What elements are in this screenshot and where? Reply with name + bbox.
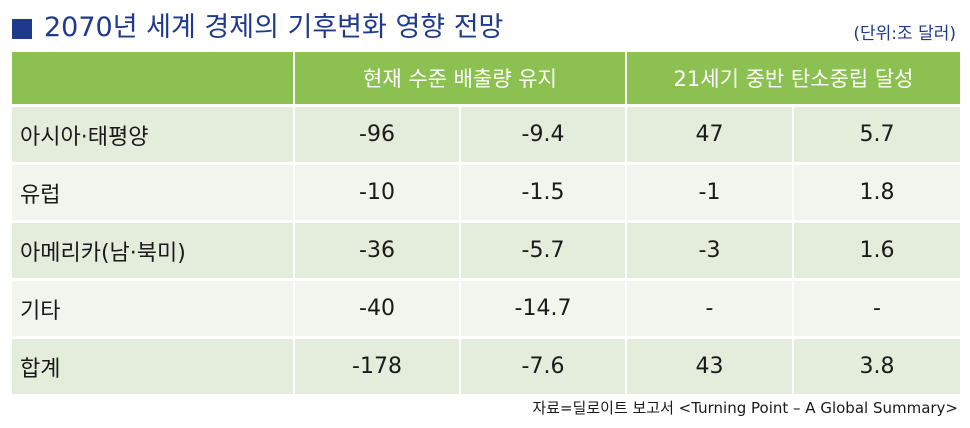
- row-label: 아시아·태평양: [12, 105, 295, 165]
- table-cell: -178: [294, 337, 461, 397]
- table-cell: 1.8: [793, 163, 961, 223]
- table-cell: -5.7: [460, 221, 627, 281]
- row-label: 아메리카(남·북미): [12, 221, 295, 281]
- header-carbon-neutral: 21세기 중반 탄소중립 달성: [626, 52, 961, 107]
- table-row: 기타 -40 -14.7 - -: [12, 279, 961, 339]
- page-title: 2070년 세계 경제의 기후변화 영향 전망: [44, 12, 504, 43]
- table-cell: -: [793, 279, 961, 339]
- table-row: 아시아·태평양 -96 -9.4 47 5.7: [12, 105, 961, 165]
- row-label: 기타: [12, 279, 295, 339]
- table-cell: 1.6: [793, 221, 961, 281]
- table-row: 아메리카(남·북미) -36 -5.7 -3 1.6: [12, 221, 961, 281]
- table-cell: -1.5: [460, 163, 627, 223]
- title-row: 2070년 세계 경제의 기후변화 영향 전망 (단위:조 달러): [10, 8, 960, 48]
- table-cell: -36: [294, 221, 461, 281]
- table-cell: -14.7: [460, 279, 627, 339]
- table-cell: 43: [626, 337, 794, 397]
- row-label: 유럽: [12, 163, 295, 223]
- unit-label: (단위:조 달러): [853, 24, 956, 44]
- table-cell: -9.4: [460, 105, 627, 165]
- table-cell: -96: [294, 105, 461, 165]
- table-row: 유럽 -10 -1.5 -1 1.8: [12, 163, 961, 223]
- header-current-emissions: 현재 수준 배출량 유지: [294, 52, 627, 107]
- table-cell: -7.6: [460, 337, 627, 397]
- source-caption: 자료=딜로이트 보고서 <Turning Point – A Global Su…: [532, 399, 958, 417]
- table-cell: -3: [626, 221, 794, 281]
- table-cell: 5.7: [793, 105, 961, 165]
- climate-impact-table: 현재 수준 배출량 유지 21세기 중반 탄소중립 달성 아시아·태평양 -96…: [12, 52, 961, 397]
- table-cell: 47: [626, 105, 794, 165]
- table-cell: -40: [294, 279, 461, 339]
- table-cell: 3.8: [793, 337, 961, 397]
- table-header-row: 현재 수준 배출량 유지 21세기 중반 탄소중립 달성: [12, 52, 961, 107]
- table-row: 합계 -178 -7.6 43 3.8: [12, 337, 961, 397]
- title-marker-square: [12, 19, 32, 39]
- header-blank-cell: [12, 52, 295, 107]
- table-cell: -: [626, 279, 794, 339]
- table-cell: -10: [294, 163, 461, 223]
- row-label: 합계: [12, 337, 295, 397]
- table-cell: -1: [626, 163, 794, 223]
